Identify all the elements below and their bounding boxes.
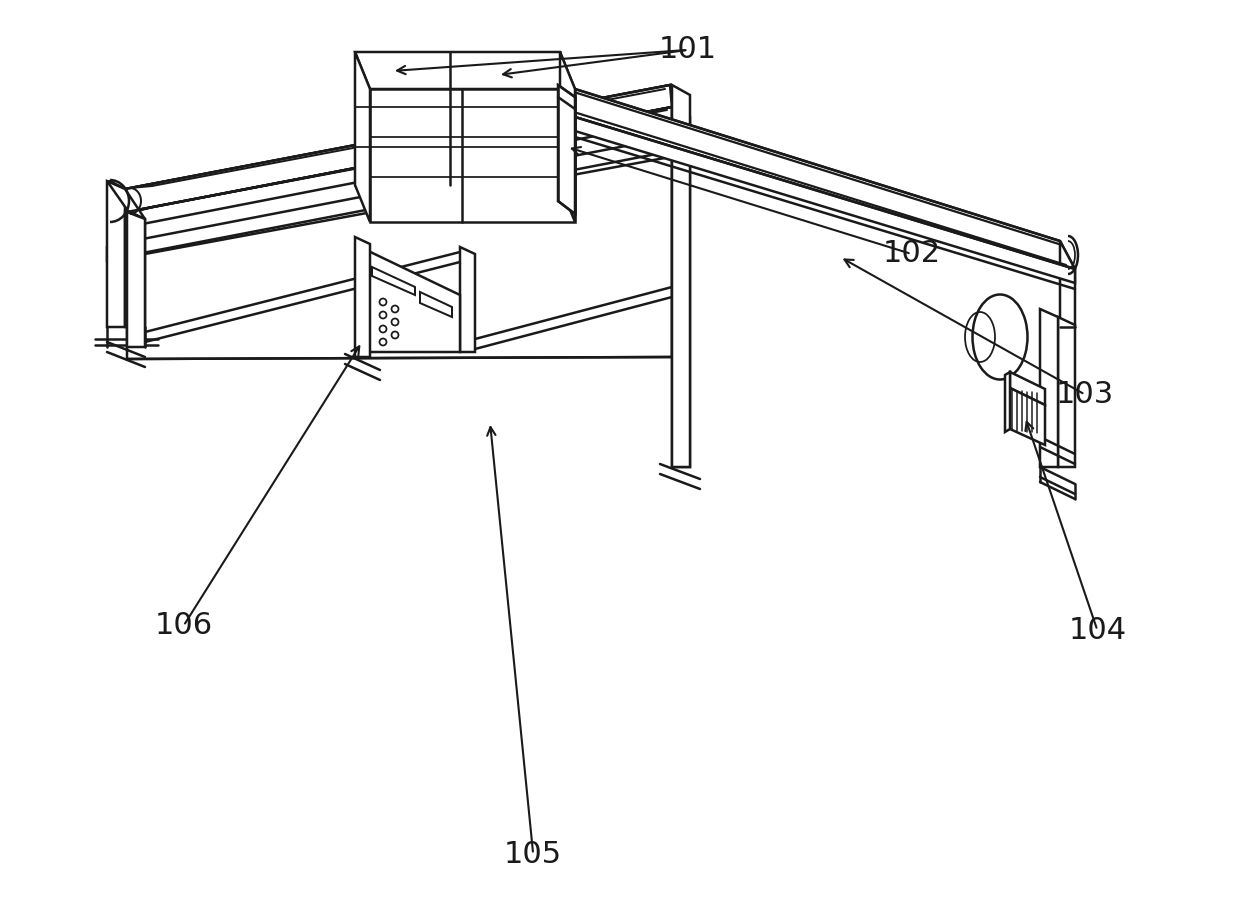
Polygon shape bbox=[125, 85, 672, 212]
Polygon shape bbox=[1040, 309, 1058, 467]
Polygon shape bbox=[672, 85, 689, 467]
Polygon shape bbox=[107, 143, 670, 261]
Polygon shape bbox=[126, 212, 145, 347]
Polygon shape bbox=[107, 181, 125, 327]
Polygon shape bbox=[1011, 372, 1045, 405]
Polygon shape bbox=[107, 181, 145, 219]
Polygon shape bbox=[372, 267, 415, 295]
Polygon shape bbox=[126, 107, 672, 227]
Polygon shape bbox=[460, 247, 475, 352]
Polygon shape bbox=[672, 107, 689, 467]
Polygon shape bbox=[355, 237, 370, 357]
Polygon shape bbox=[360, 247, 460, 352]
Text: 105: 105 bbox=[505, 840, 562, 869]
Text: 101: 101 bbox=[660, 35, 717, 64]
Polygon shape bbox=[125, 212, 145, 327]
Polygon shape bbox=[1011, 388, 1045, 445]
Ellipse shape bbox=[379, 338, 387, 346]
Text: 104: 104 bbox=[1069, 616, 1126, 645]
Text: 102: 102 bbox=[883, 239, 940, 268]
Polygon shape bbox=[355, 52, 560, 185]
Text: 106: 106 bbox=[155, 611, 212, 640]
Text: 103: 103 bbox=[1056, 380, 1114, 409]
Polygon shape bbox=[1060, 241, 1075, 327]
Polygon shape bbox=[370, 89, 575, 222]
Polygon shape bbox=[126, 107, 672, 359]
Ellipse shape bbox=[392, 331, 398, 338]
Polygon shape bbox=[1004, 372, 1011, 432]
Polygon shape bbox=[355, 52, 370, 222]
Ellipse shape bbox=[379, 326, 387, 333]
Ellipse shape bbox=[392, 318, 398, 326]
Polygon shape bbox=[125, 123, 670, 242]
Polygon shape bbox=[355, 52, 575, 89]
Polygon shape bbox=[126, 137, 672, 256]
Ellipse shape bbox=[392, 306, 398, 313]
Polygon shape bbox=[558, 85, 575, 214]
Polygon shape bbox=[420, 292, 453, 317]
Polygon shape bbox=[575, 89, 1075, 269]
Ellipse shape bbox=[379, 298, 387, 306]
Ellipse shape bbox=[379, 311, 387, 318]
Polygon shape bbox=[125, 85, 670, 203]
Polygon shape bbox=[1058, 317, 1075, 467]
Polygon shape bbox=[560, 52, 575, 222]
Polygon shape bbox=[575, 117, 1075, 283]
